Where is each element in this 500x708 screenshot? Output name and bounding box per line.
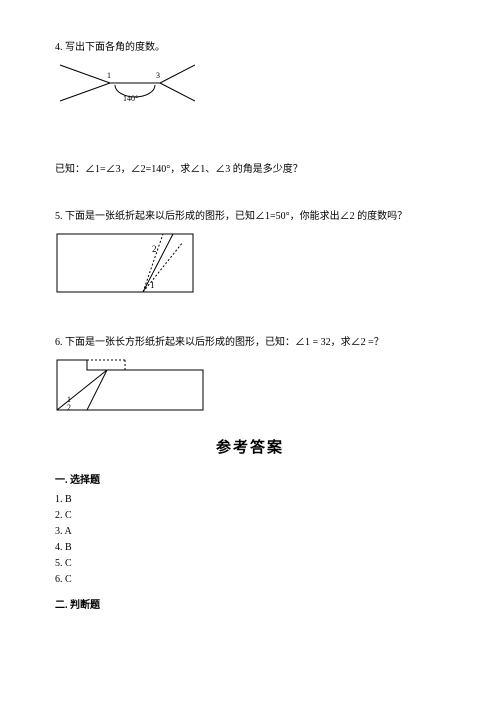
question-6-text: 6. 下面是一张长方形纸折起来以后形成的图形，已知：∠1 = 32，求∠2 =？ <box>55 335 445 350</box>
answer-item: 6. C <box>55 572 445 588</box>
answers-title: 参考答案 <box>55 436 445 457</box>
q4-svg: 1 3 140° <box>55 63 195 113</box>
question-4-text: 4. 写出下面各角的度数。 <box>55 40 445 55</box>
answer-item: 2. C <box>55 508 445 524</box>
answer-list-1: 1. B2. C3. A4. B5. C6. C <box>55 492 445 588</box>
answer-item: 3. A <box>55 524 445 540</box>
svg-text:1: 1 <box>150 280 155 290</box>
q5-svg: 21 <box>55 232 195 294</box>
question-5-text: 5. 下面是一张纸折起来以后形成的图形，已知∠1=50°，你能求出∠2 的度数吗… <box>55 209 445 224</box>
question-4: 4. 写出下面各角的度数。 1 3 140° 已知：∠1=∠3，∠2=140°，求∠… <box>55 40 445 177</box>
answer-item: 4. B <box>55 540 445 556</box>
question-4-diagram: 1 3 140° <box>55 63 445 118</box>
svg-text:2: 2 <box>67 403 71 412</box>
question-5-diagram: 21 <box>55 232 445 299</box>
section-2-heading: 二. 判断题 <box>55 596 445 611</box>
svg-text:3: 3 <box>156 71 160 80</box>
svg-text:140°: 140° <box>123 94 138 103</box>
svg-text:1: 1 <box>107 71 111 80</box>
q6-svg: 12 <box>55 358 205 413</box>
answer-item: 1. B <box>55 492 445 508</box>
question-4-followup: 已知：∠1=∠3，∠2=140°，求∠1、∠3 的角是多少度？ <box>55 162 445 177</box>
answer-item: 5. C <box>55 556 445 572</box>
section-1-heading: 一. 选择题 <box>55 471 445 486</box>
svg-text:2: 2 <box>152 244 157 254</box>
question-5: 5. 下面是一张纸折起来以后形成的图形，已知∠1=50°，你能求出∠2 的度数吗… <box>55 209 445 299</box>
question-6: 6. 下面是一张长方形纸折起来以后形成的图形，已知：∠1 = 32，求∠2 =？… <box>55 335 445 418</box>
question-6-diagram: 12 <box>55 358 445 418</box>
